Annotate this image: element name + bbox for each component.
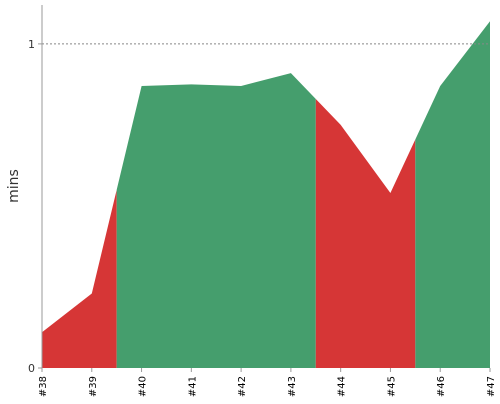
- y-axis-ticks: 01: [28, 38, 42, 375]
- x-tick-label: #46: [436, 376, 447, 397]
- x-tick-label: #38: [38, 376, 49, 397]
- area-segment-failed-0: [42, 189, 117, 368]
- x-tick-label: #39: [88, 376, 99, 397]
- x-tick-label: #40: [138, 376, 149, 397]
- y-tick-label: 1: [28, 38, 35, 51]
- area-segment-success-3: [415, 21, 490, 368]
- area-segment-failed-2: [315, 99, 416, 368]
- x-tick-label: #41: [187, 376, 198, 397]
- y-axis-label: mins: [6, 169, 22, 203]
- x-tick-label: #42: [237, 376, 248, 397]
- x-axis-ticks: #38 #39 #40 #41 #42 #43 #44 #45 #46 #47: [38, 368, 497, 397]
- x-tick-label: #44: [337, 376, 348, 397]
- area-segments: [42, 21, 490, 368]
- y-tick-label: 0: [28, 362, 35, 375]
- x-tick-label: #47: [486, 376, 497, 397]
- area-segment-success-1: [116, 73, 316, 368]
- x-tick-label: #43: [287, 376, 298, 397]
- x-tick-label: #45: [386, 376, 397, 397]
